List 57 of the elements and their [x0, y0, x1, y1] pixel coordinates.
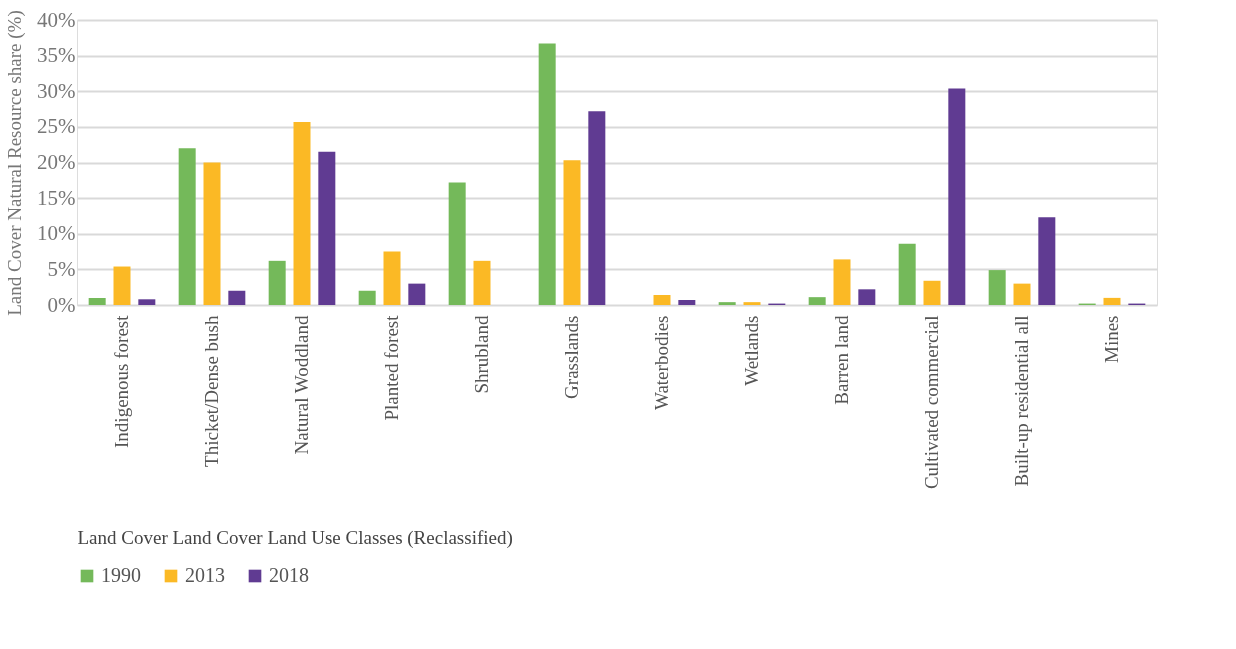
bar	[563, 160, 581, 305]
bar	[678, 300, 696, 305]
bar	[653, 295, 671, 305]
bar	[113, 266, 131, 305]
legend-label: 2018	[269, 564, 309, 586]
bar	[898, 243, 916, 305]
bar	[88, 297, 106, 305]
y-tick-label: 35%	[37, 43, 76, 68]
y-tick-label: 40%	[37, 7, 76, 32]
bar	[293, 121, 311, 305]
bar	[1038, 217, 1056, 305]
bar	[318, 151, 336, 305]
x-tick-label: Barren land	[831, 315, 852, 405]
y-tick-label: 20%	[37, 150, 76, 174]
x-tick-label: Natural Woddland	[291, 315, 312, 455]
bar	[383, 251, 401, 305]
bar	[473, 260, 491, 305]
x-tick-label: Planted forest	[381, 314, 402, 421]
bar	[588, 111, 606, 305]
bar	[358, 290, 376, 305]
y-tick-label: 0%	[47, 292, 76, 317]
bar	[948, 88, 966, 305]
y-tick-label: 10%	[37, 221, 76, 246]
bar	[858, 289, 876, 305]
y-tick-label: 25%	[37, 114, 76, 139]
bar	[1103, 297, 1121, 305]
y-tick-label: 15%	[37, 185, 76, 210]
x-tick-label: Thicket/Dense bush	[201, 315, 222, 467]
bar	[448, 182, 466, 305]
bar	[1013, 283, 1031, 305]
x-axis-title: Land Cover Land Cover Land Use Classes (Reclassified)	[77, 527, 513, 550]
x-tick-label: Waterbodies	[651, 315, 672, 410]
legend-label: 1990	[101, 564, 141, 586]
x-tick-label: Wetlands	[741, 315, 762, 386]
bar	[718, 302, 736, 305]
y-tick-label: 30%	[37, 78, 76, 103]
y-tick-label: 5%	[47, 256, 76, 281]
x-tick-label: Mines	[1101, 315, 1122, 363]
x-tick-label: Cultivated commercial	[921, 315, 942, 490]
bar	[808, 297, 826, 305]
bar	[178, 148, 196, 305]
x-tick-label: Shrubland	[471, 315, 492, 394]
bar	[408, 283, 426, 305]
bar	[203, 162, 221, 305]
bar	[228, 290, 246, 305]
bar	[833, 259, 851, 305]
bar	[538, 43, 556, 305]
bar	[743, 302, 761, 305]
bar	[988, 270, 1006, 305]
legend-label: 2013	[185, 564, 225, 586]
x-tick-label: Built-up residential all	[1011, 315, 1032, 487]
x-tick-label: Indigenous forest	[111, 314, 132, 448]
x-tick-label: Grasslands	[561, 315, 582, 399]
bar	[268, 260, 286, 305]
bar	[923, 280, 941, 305]
y-axis-title: Land Cover Natural Resource share (%)	[4, 10, 27, 316]
bar	[138, 299, 156, 305]
